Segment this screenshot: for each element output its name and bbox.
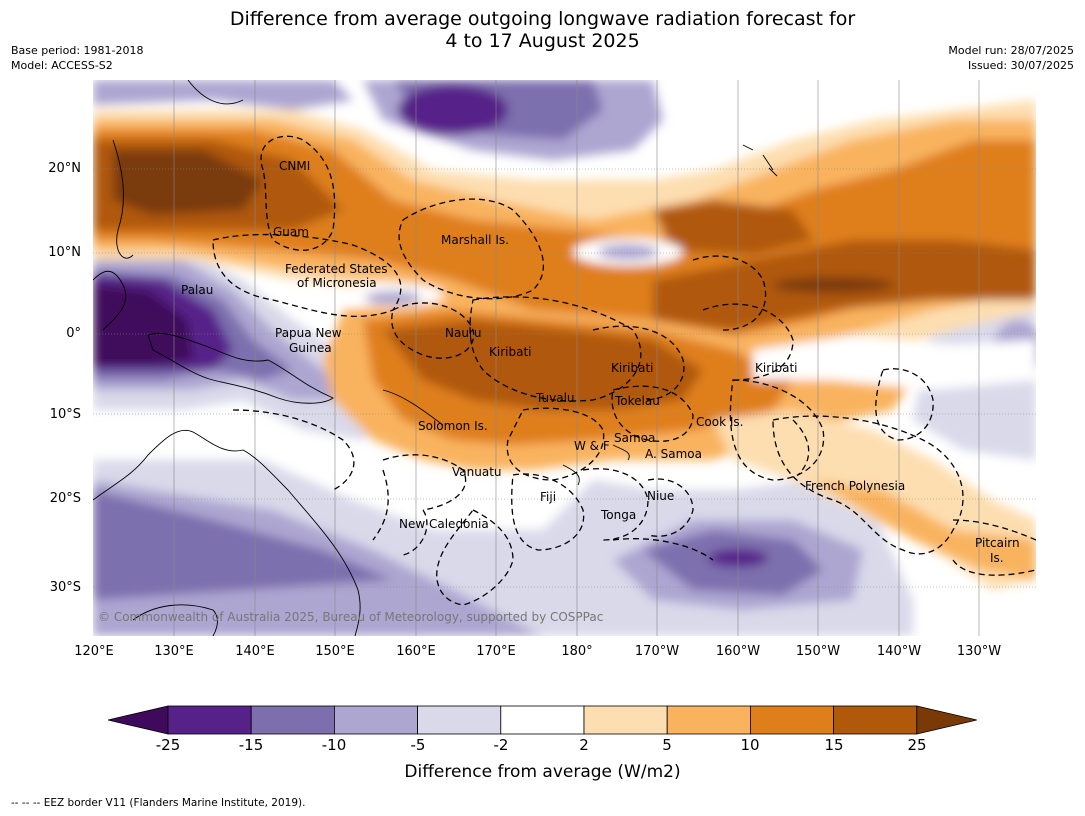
y-tick-10s: 10°S xyxy=(49,407,81,422)
cb-label-5: 2 xyxy=(579,736,589,754)
x-tick-140w: 140°W xyxy=(876,644,922,659)
map-title: Difference from average outgoing longwav… xyxy=(0,8,1085,52)
cb-label-9: 25 xyxy=(907,736,927,754)
label-fiji: Fiji xyxy=(540,490,556,504)
meta-right: Model run: 28/07/2025 Issued: 30/07/2025 xyxy=(948,43,1074,73)
label-tokelau: Tokelau xyxy=(614,394,660,408)
eez-footnote: -- -- -- EEZ border V11 (Flanders Marine… xyxy=(11,797,306,809)
colorbar-cell xyxy=(333,705,418,735)
colorbar-cell xyxy=(417,705,502,735)
cb-label-4: -2 xyxy=(493,736,509,754)
eez-borders xyxy=(212,135,1036,606)
label-pitcairn-2: Is. xyxy=(990,551,1004,565)
colorbar-cell xyxy=(750,705,835,735)
title-line-2: 4 to 17 August 2025 xyxy=(445,30,640,52)
cb-label-3: -5 xyxy=(410,736,426,754)
colorbar-cell xyxy=(833,705,918,735)
x-tick-170e: 170°E xyxy=(476,644,516,659)
colorbar-cell xyxy=(167,705,252,735)
issued-date: Issued: 30/07/2025 xyxy=(967,59,1074,72)
label-pitcairn-1: Pitcairn xyxy=(975,536,1020,550)
label-marshall: Marshall Is. xyxy=(441,233,509,247)
label-tonga: Tonga xyxy=(600,508,636,522)
anomaly-fields xyxy=(93,80,1036,636)
forecast-map[interactable]: CNMI Guam Marshall Is. Federated States … xyxy=(93,80,1036,636)
model-run: Model run: 28/07/2025 xyxy=(948,44,1074,57)
label-cnmi: CNMI xyxy=(279,159,310,173)
x-tick-160w: 160°W xyxy=(715,644,761,659)
label-kiribati-east: Kiribati xyxy=(755,361,797,375)
x-tick-180: 180° xyxy=(561,644,593,659)
label-fsm-2: of Micronesia xyxy=(297,276,377,290)
colorbar-cell xyxy=(583,705,668,735)
label-guam: Guam xyxy=(273,225,309,239)
label-solomon: Solomon Is. xyxy=(418,419,488,433)
colorbar-cell xyxy=(500,705,585,735)
x-tick-130w: 130°W xyxy=(956,644,1002,659)
x-tick-160e: 160°E xyxy=(396,644,436,659)
x-tick-170w: 170°W xyxy=(634,644,680,659)
y-tick-0: 0° xyxy=(66,326,81,341)
label-kiribati-west: Kiribati xyxy=(489,345,531,359)
colorbar-cell xyxy=(250,705,335,735)
model-name: Model: ACCESS-S2 xyxy=(11,59,113,72)
label-png-2: Guinea xyxy=(289,341,332,355)
label-wallis-futuna: W & F xyxy=(574,439,610,453)
cb-label-2: -10 xyxy=(321,736,347,754)
cb-label-8: 15 xyxy=(824,736,844,754)
coastlines xyxy=(93,80,778,636)
base-period: Base period: 1981-2018 xyxy=(11,44,144,57)
y-tick-30s: 30°S xyxy=(49,580,81,595)
label-new-caledonia: New Caledonia xyxy=(399,517,489,531)
y-tick-10n: 10°N xyxy=(48,245,81,260)
place-labels: CNMI Guam Marshall Is. Federated States … xyxy=(181,159,1020,565)
label-niue: Niue xyxy=(647,489,674,503)
x-tick-150w: 150°W xyxy=(795,644,841,659)
meta-left: Base period: 1981-2018 Model: ACCESS-S2 xyxy=(11,43,143,73)
label-nauru: Nauru xyxy=(445,326,481,340)
colorbar-extend-high xyxy=(916,705,977,735)
colorbar-cell xyxy=(666,705,751,735)
title-line-1: Difference from average outgoing longwav… xyxy=(229,8,856,30)
x-tick-130e: 130°E xyxy=(154,644,194,659)
cb-label-6: 5 xyxy=(662,736,672,754)
copyright-notice: © Commonwealth of Australia 2025, Bureau… xyxy=(98,610,603,624)
label-palau: Palau xyxy=(181,283,213,297)
cb-label-1: -15 xyxy=(238,736,264,754)
label-cook: Cook Is. xyxy=(696,415,743,429)
label-png-1: Papua New xyxy=(275,326,342,340)
label-samoa: Samoa xyxy=(614,431,655,445)
cb-label-7: 10 xyxy=(740,736,760,754)
label-french-polynesia: French Polynesia xyxy=(805,479,905,493)
label-vanuatu: Vanuatu xyxy=(452,465,502,479)
gridlines xyxy=(93,80,1036,636)
cb-label-0: -25 xyxy=(155,736,181,754)
label-tuvalu: Tuvalu xyxy=(535,391,575,405)
y-tick-20n: 20°N xyxy=(48,161,81,176)
y-tick-20s: 20°S xyxy=(49,491,81,506)
label-fsm-1: Federated States xyxy=(285,262,387,276)
map-svg: CNMI Guam Marshall Is. Federated States … xyxy=(93,80,1036,636)
colorbar-extend-low xyxy=(108,705,169,735)
label-kiribati-central: Kiribati xyxy=(611,361,653,375)
x-tick-120e: 120°E xyxy=(74,644,114,659)
colorbar xyxy=(108,705,977,735)
x-tick-150e: 150°E xyxy=(315,644,355,659)
x-tick-140e: 140°E xyxy=(235,644,275,659)
label-american-samoa: A. Samoa xyxy=(645,447,702,461)
colorbar-title: Difference from average (W/m2) xyxy=(404,762,681,782)
